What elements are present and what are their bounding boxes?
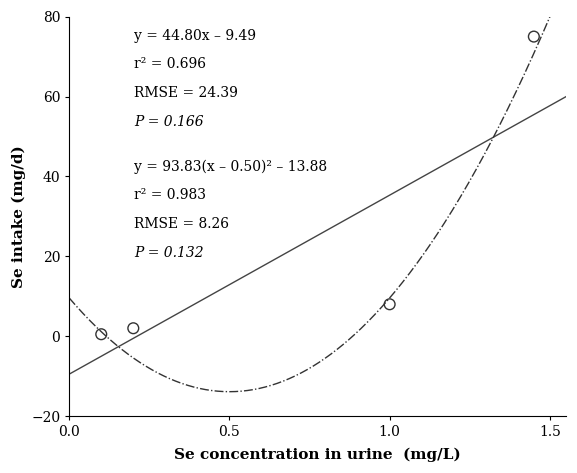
Point bbox=[529, 33, 538, 40]
Text: P = 0.166: P = 0.166 bbox=[134, 115, 204, 129]
Text: RMSE = 24.39: RMSE = 24.39 bbox=[134, 86, 238, 100]
Point bbox=[129, 324, 138, 332]
Text: r² = 0.983: r² = 0.983 bbox=[134, 188, 206, 202]
Point bbox=[385, 300, 394, 308]
Text: y = 93.83(x – 0.50)² – 13.88: y = 93.83(x – 0.50)² – 13.88 bbox=[134, 160, 327, 174]
Text: RMSE = 8.26: RMSE = 8.26 bbox=[134, 217, 228, 231]
Text: y = 44.80x – 9.49: y = 44.80x – 9.49 bbox=[134, 28, 256, 43]
Y-axis label: Se intake (mg/d): Se intake (mg/d) bbox=[11, 145, 25, 288]
Text: r² = 0.696: r² = 0.696 bbox=[134, 57, 206, 71]
X-axis label: Se concentration in urine  (mg/L): Se concentration in urine (mg/L) bbox=[174, 447, 461, 462]
Text: P = 0.132: P = 0.132 bbox=[134, 246, 204, 260]
Point bbox=[96, 331, 106, 338]
